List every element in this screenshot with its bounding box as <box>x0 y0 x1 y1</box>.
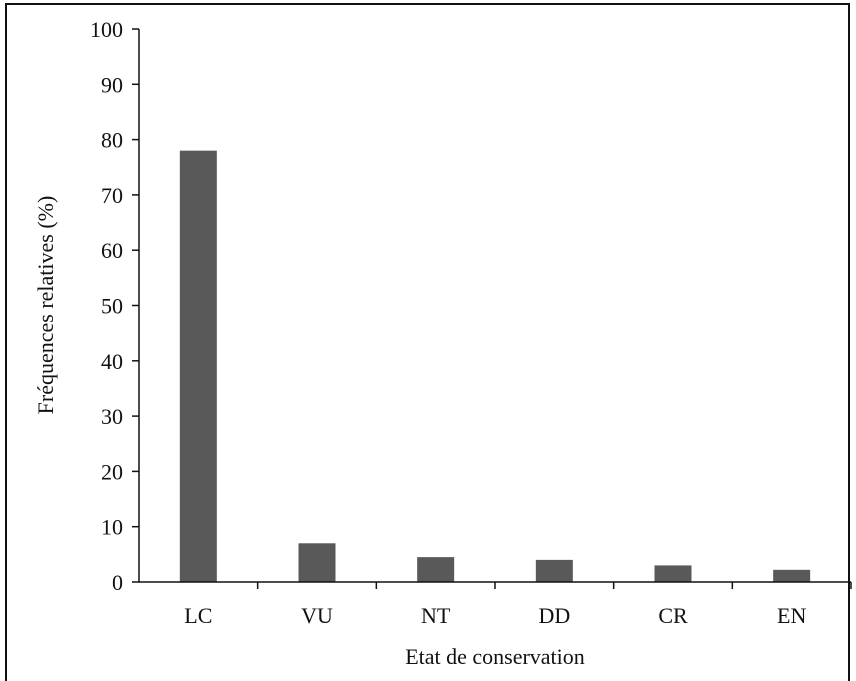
x-tick-label: NT <box>421 603 451 628</box>
y-tick-label: 80 <box>101 128 123 153</box>
x-tick-label: DD <box>538 603 570 628</box>
bar-en <box>773 569 811 582</box>
bar-lc <box>179 150 217 582</box>
y-tick-label: 0 <box>112 570 123 595</box>
bar-cr <box>654 565 692 582</box>
x-tick-label: EN <box>777 603 806 628</box>
y-tick-label: 100 <box>90 17 123 42</box>
y-tick-label: 30 <box>101 404 123 429</box>
bar-nt <box>417 557 455 582</box>
y-tick-label: 10 <box>101 515 123 540</box>
x-tick-label: CR <box>658 603 688 628</box>
y-tick-label: 20 <box>101 459 123 484</box>
x-axis-title: Etat de conservation <box>405 644 585 669</box>
y-axis-ticks: 0 10 20 30 40 50 60 70 80 90 100 <box>90 17 139 595</box>
y-tick-label: 50 <box>101 294 123 319</box>
y-tick-label: 60 <box>101 238 123 263</box>
x-tick-label: LC <box>184 603 212 628</box>
bar-dd <box>535 559 573 582</box>
bars <box>179 150 811 582</box>
y-tick-label: 90 <box>101 72 123 97</box>
bar-vu <box>298 543 336 582</box>
y-axis-title: Fréquences relatives (%) <box>33 196 58 415</box>
x-axis-ticks: LC VU NT DD CR EN <box>184 582 852 628</box>
x-tick-label: VU <box>301 603 333 628</box>
y-tick-label: 70 <box>101 183 123 208</box>
y-tick-label: 40 <box>101 349 123 374</box>
figure-frame <box>5 3 850 681</box>
